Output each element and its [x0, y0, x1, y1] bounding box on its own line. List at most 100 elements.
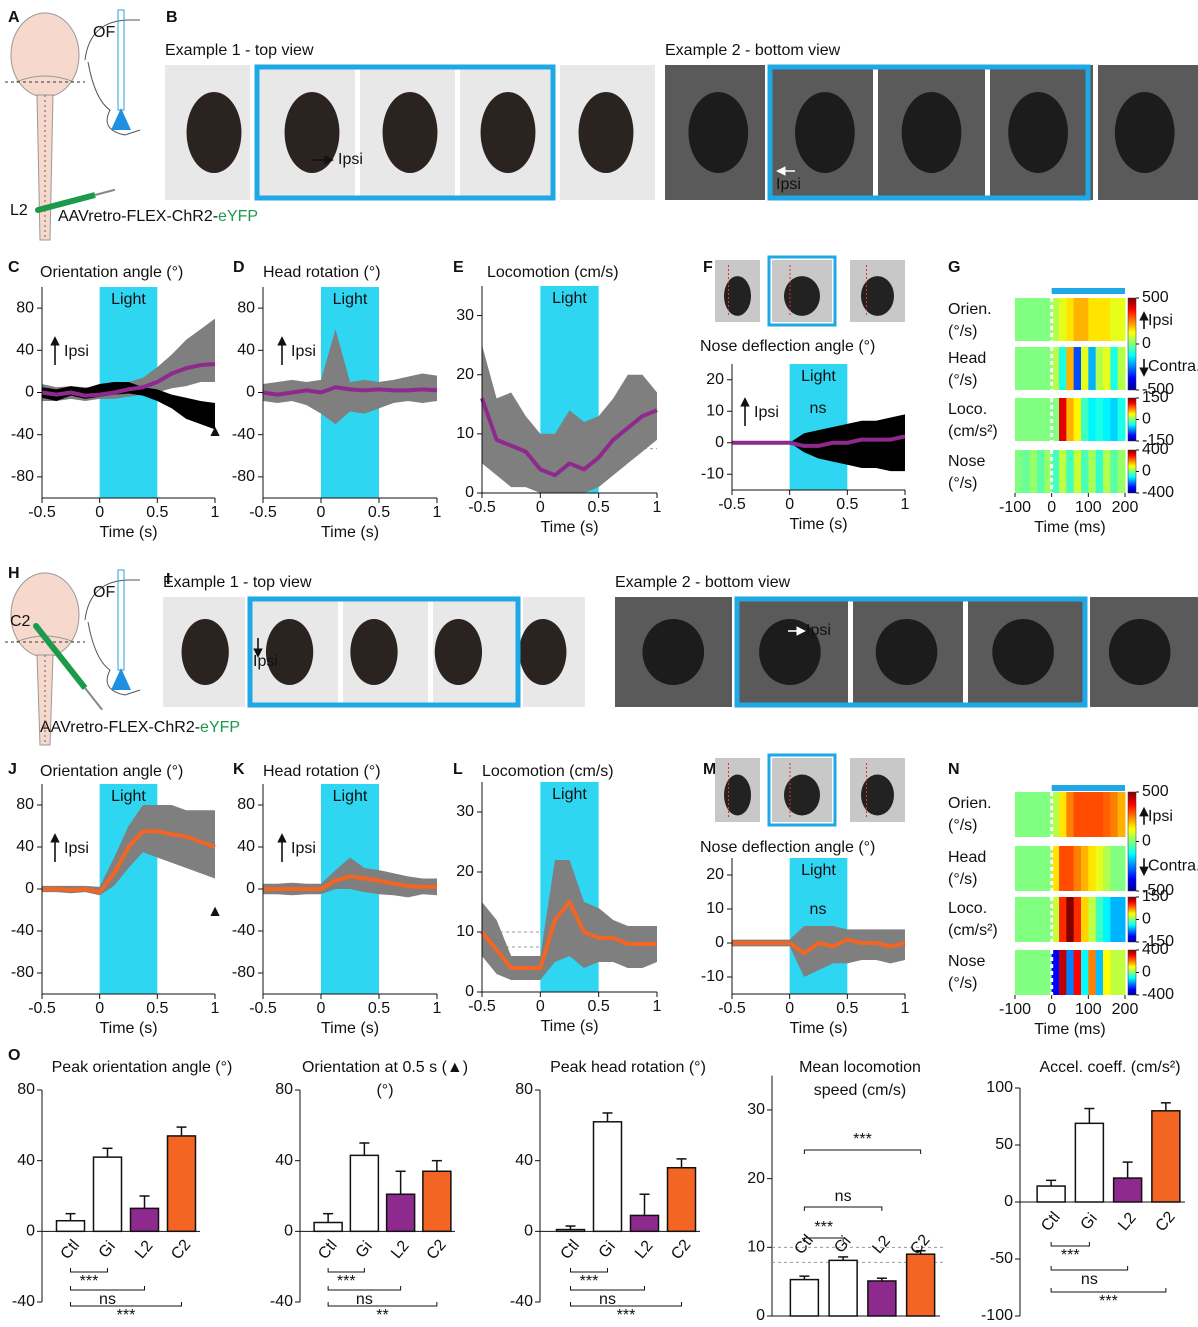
x-tick-label: 0.5: [588, 998, 610, 1015]
panel-letter: K: [233, 761, 245, 778]
heatmap-cell: [1015, 398, 1023, 441]
heatmap-cell: [1044, 950, 1053, 995]
light-bar: [1051, 785, 1125, 791]
category-label: Ctl: [57, 1237, 83, 1263]
panel-letter: C: [8, 259, 20, 276]
mouse: [1108, 619, 1171, 685]
y-tick-label: 0: [25, 384, 34, 401]
heatmap-cell: [1037, 398, 1045, 441]
heatmap-cell: [1029, 950, 1038, 995]
brain: [10, 12, 80, 98]
error-band: [482, 345, 657, 493]
heatmap-cell: [1037, 450, 1045, 493]
colorbar-tick-label: 0: [1142, 335, 1151, 352]
row-label: Head: [948, 350, 986, 367]
virus-name: AAVretro-FLEX-ChR2-: [40, 719, 200, 736]
x-tick-label: -0.5: [28, 504, 56, 521]
heatmap-cell: [1117, 450, 1126, 493]
heatmap-cell: [1095, 792, 1104, 837]
mouse: [382, 92, 438, 173]
colorbar-tick-label: 0: [1142, 964, 1151, 981]
x-tick-label: 1: [211, 504, 220, 521]
y-tick-label: -40: [12, 1293, 35, 1310]
frame-gap: [338, 597, 343, 707]
frame-gap: [985, 65, 990, 200]
y-tick-label: -40: [232, 922, 255, 939]
heatmap-cell: [1066, 347, 1075, 390]
heatmap-cell: [1088, 846, 1097, 891]
mouse: [992, 619, 1054, 685]
heatmap-cell: [1110, 450, 1119, 493]
mouse: [480, 92, 536, 173]
y-tick-label: -80: [232, 468, 255, 485]
colorbar-tick-label: 0: [1142, 411, 1151, 428]
bar: [905, 1253, 936, 1317]
colorbar-tick-label: 500: [1142, 783, 1169, 800]
comparison-label: ***: [117, 1307, 136, 1324]
heatmap-cell: [1117, 950, 1126, 995]
heatmap-cell: [1059, 897, 1067, 942]
virus-label: AAVretro-FLEX-ChR2-eYFP: [40, 719, 240, 736]
category-label: Ctl: [1038, 1209, 1064, 1235]
x-tick-label: 1: [653, 998, 662, 1015]
y-tick-label: 80: [275, 1081, 293, 1098]
y-tick-label: -50: [990, 1250, 1013, 1267]
x-tick-label: 0: [1047, 1001, 1056, 1018]
syringe-plunger: [84, 687, 103, 711]
colorbar-note: Ipsi: [1148, 808, 1173, 825]
heatmap-cell: [1029, 347, 1038, 390]
time-marker: ▲: [207, 423, 223, 440]
category-label: Ctl: [315, 1237, 341, 1263]
heatmap-cell: [1073, 897, 1082, 942]
comparison-bracket: [803, 1206, 883, 1211]
light-label: Light: [552, 290, 587, 307]
heatmap-cell: [1073, 792, 1082, 837]
colorbar-tick-label: -400: [1142, 484, 1174, 501]
x-tick-label: 0.5: [146, 504, 168, 521]
category-label: L2: [869, 1232, 894, 1257]
y-tick-label: 80: [16, 299, 34, 316]
chart-title: Nose deflection angle (°): [700, 839, 875, 856]
heatmap-cell: [1022, 950, 1031, 995]
heatmap-cell: [1051, 347, 1060, 390]
y-tick-label: -40: [232, 426, 255, 443]
mouse: [1114, 92, 1175, 173]
mean-line: [732, 937, 906, 956]
heatmap-cell: [1037, 950, 1045, 995]
heatmap-cell: [1095, 950, 1104, 995]
mouse-head: [861, 774, 894, 816]
spinal-cord: [36, 94, 54, 241]
chart-title: Nose deflection angle (°): [700, 338, 875, 355]
bar: [828, 1259, 858, 1317]
light-label: Light: [801, 862, 836, 879]
row-label: (°/s): [948, 871, 978, 888]
chart-title: Peak head rotation (°): [550, 1059, 706, 1076]
x-axis-label: Time (s): [99, 1020, 157, 1037]
comparison-label: ***: [617, 1307, 636, 1324]
mean-line: [42, 829, 216, 895]
comparison-bracket: [327, 1302, 438, 1307]
heatmap-cell: [1044, 298, 1053, 341]
colorbar-tick-label: 0: [1142, 911, 1151, 928]
heatmap-cell: [1110, 792, 1119, 837]
panel-letter: A: [8, 9, 20, 26]
x-axis-label: Time (s): [321, 524, 379, 541]
light-label: Light: [111, 788, 146, 805]
bar: [92, 1156, 123, 1233]
y-tick-label: 40: [237, 342, 255, 359]
fiber-label: OF: [93, 584, 115, 601]
x-tick-label: 0.5: [588, 499, 610, 516]
heatmap-cell: [1044, 846, 1053, 891]
reporter-name: eYFP: [200, 719, 240, 736]
mouse: [901, 92, 962, 173]
comparison-label: ***: [337, 1273, 356, 1290]
y-tick-label: -10: [701, 465, 724, 482]
y-tick-label: 0: [25, 880, 34, 897]
frame-gap: [455, 65, 460, 200]
heatmap-cell: [1051, 792, 1060, 837]
error-band: [732, 926, 905, 977]
heatmap-cell: [1066, 950, 1075, 995]
y-tick-label: 30: [456, 803, 474, 820]
light-label: Light: [552, 786, 587, 803]
heatmap-cell: [1117, 398, 1126, 441]
